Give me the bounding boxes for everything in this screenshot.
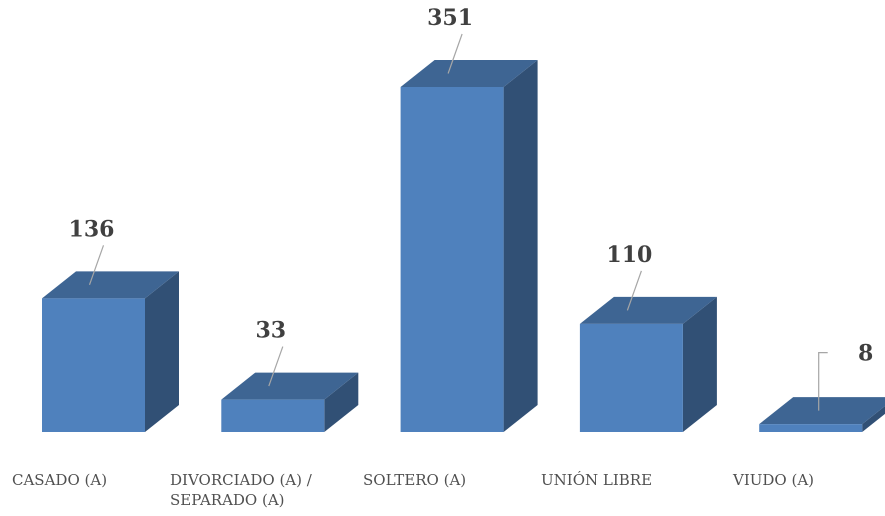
bar: [221, 372, 359, 432]
value-label: 33: [255, 318, 286, 344]
bar: [759, 397, 885, 432]
leader-line: [626, 270, 642, 311]
bar-side: [324, 372, 359, 432]
bar-front: [221, 399, 325, 432]
leader-line: [268, 346, 284, 387]
value-label: 136: [69, 216, 115, 242]
bar-top: [400, 60, 538, 87]
bar-side: [682, 296, 717, 432]
bar: [42, 271, 179, 432]
bar-front: [579, 323, 683, 432]
leader-line: [88, 245, 105, 286]
x-tick-label: DIVORCIADO (A) / SEPARADO (A): [170, 471, 312, 509]
x-tick-label: SOLTERO (A): [363, 471, 467, 489]
bar-side: [503, 60, 538, 432]
bar-front: [400, 87, 504, 432]
leader-line: [818, 352, 828, 411]
bar-top: [579, 296, 717, 324]
bar-front: [759, 424, 863, 432]
bar-front: [42, 298, 145, 432]
value-label: 110: [606, 242, 652, 268]
bar-top: [221, 372, 359, 400]
bar-top: [759, 397, 885, 425]
leader-line: [447, 33, 463, 74]
value-label: 8: [858, 341, 873, 367]
bar-side: [862, 406, 885, 432]
bar-top: [42, 271, 179, 299]
bar-side: [145, 271, 179, 432]
x-tick-label: UNIÓN LIBRE: [541, 471, 653, 489]
bar: [400, 60, 538, 432]
x-tick-label: VIUDO (A): [733, 471, 815, 489]
bar: [579, 296, 717, 432]
value-label: 351: [427, 5, 473, 31]
x-tick-label: CASADO (A): [12, 471, 108, 489]
